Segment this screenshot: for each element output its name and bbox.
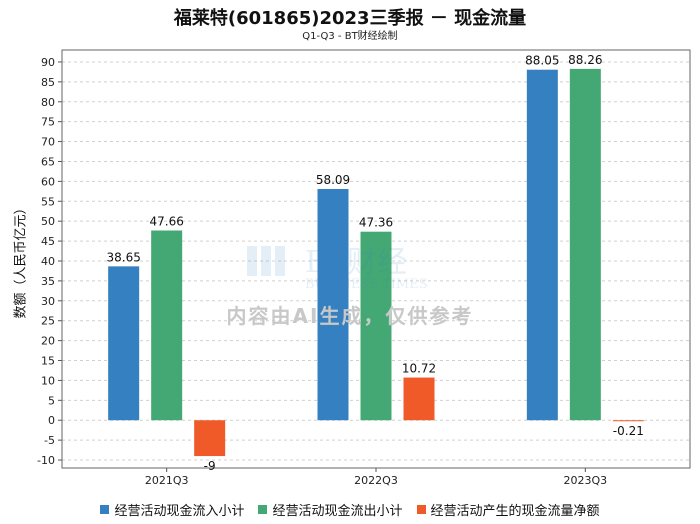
y-tick-label: 50 xyxy=(41,215,55,228)
y-tick-label: 20 xyxy=(41,335,55,348)
y-tick-label: 90 xyxy=(41,56,55,69)
y-tick-label: 10 xyxy=(41,374,55,387)
x-tick-label: 2021Q3 xyxy=(145,474,189,487)
bar-2-2021Q3 xyxy=(151,230,183,421)
bar-3-2022Q3 xyxy=(403,377,435,421)
legend: 经营活动现金流入小计 经营活动现金流出小计 经营活动产生的现金流量净额 xyxy=(0,500,700,519)
legend-label-outflow: 经营活动现金流出小计 xyxy=(272,504,403,519)
y-tick-label: 25 xyxy=(41,315,55,328)
data-label: 38.65 xyxy=(106,250,140,264)
data-label: 47.66 xyxy=(149,214,183,228)
y-tick-label: 5 xyxy=(48,394,55,407)
chart-subtitle: Q1-Q3 - BT财经绘制 xyxy=(302,31,398,42)
y-tick-label: -10 xyxy=(37,454,55,467)
bar-3-2023Q3 xyxy=(612,420,644,422)
bar-3-2021Q3 xyxy=(194,420,226,457)
data-label: -9 xyxy=(204,459,216,473)
y-tick-label: 60 xyxy=(41,175,55,188)
legend-item-inflow: 经营活动现金流入小计 xyxy=(100,500,244,519)
y-tick-label: 35 xyxy=(41,275,55,288)
y-tick-label: 65 xyxy=(41,155,55,168)
y-tick-label: 55 xyxy=(41,195,55,208)
y-tick-label: 40 xyxy=(41,255,55,268)
legend-item-outflow: 经营活动现金流出小计 xyxy=(258,500,403,519)
y-tick-label: 15 xyxy=(41,355,55,368)
y-tick-label: 0 xyxy=(48,414,55,427)
y-tick-label: -5 xyxy=(44,434,55,447)
data-label: 47.36 xyxy=(359,216,393,230)
bar-1-2023Q3 xyxy=(526,69,558,421)
x-tick-label: 2022Q3 xyxy=(354,474,398,487)
data-label: -0.21 xyxy=(613,424,644,438)
chart-title: 福莱特(601865)2023三季报 － 现金流量 xyxy=(173,8,527,29)
bar-2-2022Q3 xyxy=(360,231,392,421)
y-tick-label: 80 xyxy=(41,96,55,109)
legend-item-net: 经营活动产生的现金流量净额 xyxy=(416,500,600,519)
data-label: 88.26 xyxy=(568,53,602,67)
data-label: 88.05 xyxy=(525,54,559,68)
y-tick-label: 85 xyxy=(41,76,55,89)
bar-1-2021Q3 xyxy=(108,266,140,421)
legend-label-inflow: 经营活动现金流入小计 xyxy=(114,504,245,519)
legend-swatch-net xyxy=(416,505,426,514)
bar-2-2023Q3 xyxy=(569,68,601,421)
y-tick-label: 30 xyxy=(41,295,55,308)
legend-swatch-outflow xyxy=(258,505,268,514)
bar-1-2022Q3 xyxy=(317,188,349,421)
data-label: 58.09 xyxy=(316,173,350,187)
data-label: 10.72 xyxy=(402,362,436,376)
y-tick-label: 70 xyxy=(41,136,55,149)
legend-swatch-inflow xyxy=(100,505,110,514)
y-tick-label: 45 xyxy=(41,235,55,248)
x-tick-label: 2023Q3 xyxy=(564,474,608,487)
y-tick-label: 75 xyxy=(41,116,55,129)
legend-label-net: 经营活动产生的现金流量净额 xyxy=(430,504,600,519)
